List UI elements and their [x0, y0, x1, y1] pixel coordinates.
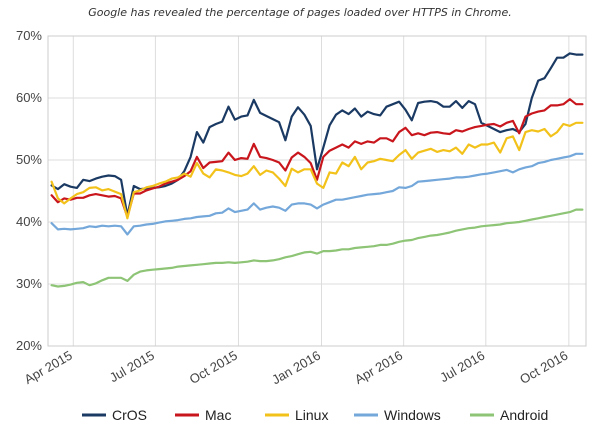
x-axis-ticks: Apr 2015 Jul 2015 Oct 2015 Jan 2016 Apr 2016…: [22, 348, 571, 388]
legend-item-windows: Windows: [354, 407, 441, 423]
grid-lines: [47, 35, 587, 347]
legend-label: Windows: [384, 407, 441, 423]
x-tick-label: Jan 2016: [269, 348, 323, 388]
legend-label: Linux: [295, 407, 328, 423]
x-tick-label: Oct 2015: [187, 348, 240, 387]
y-tick-label: 50%: [16, 152, 42, 167]
x-tick-label: Apr 2015: [22, 348, 75, 387]
plot-area: [47, 35, 587, 347]
x-tick-label: Oct 2016: [517, 348, 570, 387]
series-lines: [50, 52, 584, 288]
x-tick-label: Apr 2016: [352, 348, 405, 387]
legend-label: Android: [500, 407, 548, 423]
x-tick-label: Jul 2015: [107, 348, 157, 386]
x-tick-label: Jul 2016: [437, 348, 487, 386]
legend-item-linux: Linux: [265, 407, 328, 423]
series-line-linux: [50, 121, 584, 220]
legend-label: Mac: [205, 407, 231, 423]
y-tick-label: 30%: [16, 276, 42, 291]
legend-item-android: Android: [470, 407, 548, 423]
y-tick-label: 40%: [16, 214, 42, 229]
legend-item-mac: Mac: [175, 407, 231, 423]
chart-caption: Google has revealed the percentage of pa…: [88, 6, 512, 19]
legend: CrOS Mac Linux Windows Android: [82, 407, 548, 423]
y-tick-label: 60%: [16, 90, 42, 105]
series-line-mac: [50, 98, 584, 219]
series-line-windows: [50, 152, 584, 236]
series-line-android: [50, 208, 584, 288]
y-axis-ticks: 20% 30% 40% 50% 60% 70%: [16, 28, 42, 353]
y-tick-label: 70%: [16, 28, 42, 43]
legend-label: CrOS: [112, 407, 147, 423]
y-tick-label: 20%: [16, 338, 42, 353]
series-line-cros: [50, 52, 584, 217]
legend-item-cros: CrOS: [82, 407, 147, 423]
